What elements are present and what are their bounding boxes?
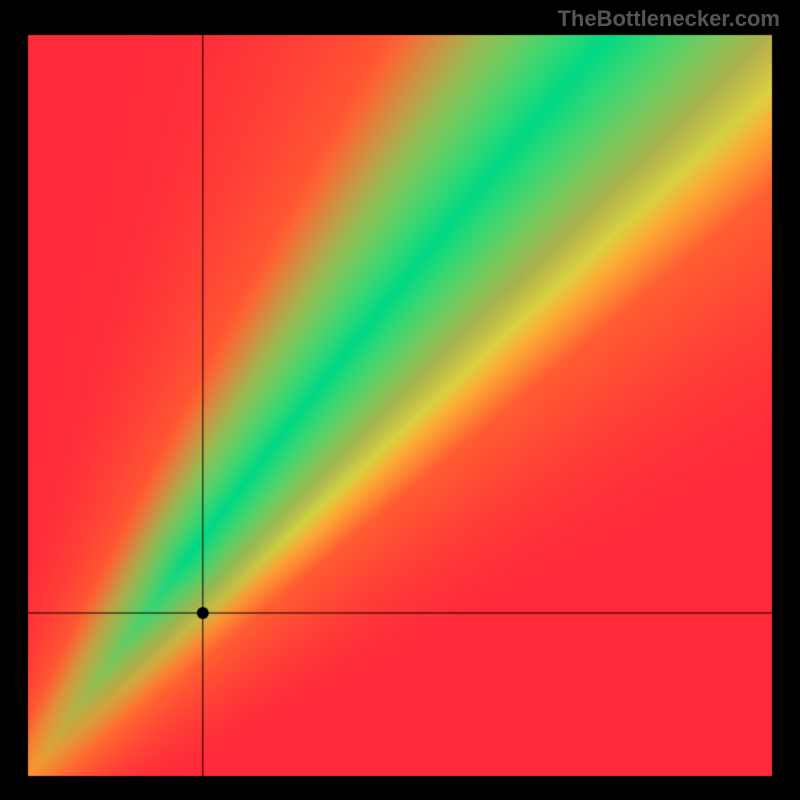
heatmap-canvas (0, 0, 800, 800)
chart-container: TheBottlenecker.com (0, 0, 800, 800)
watermark-text: TheBottlenecker.com (557, 6, 780, 32)
